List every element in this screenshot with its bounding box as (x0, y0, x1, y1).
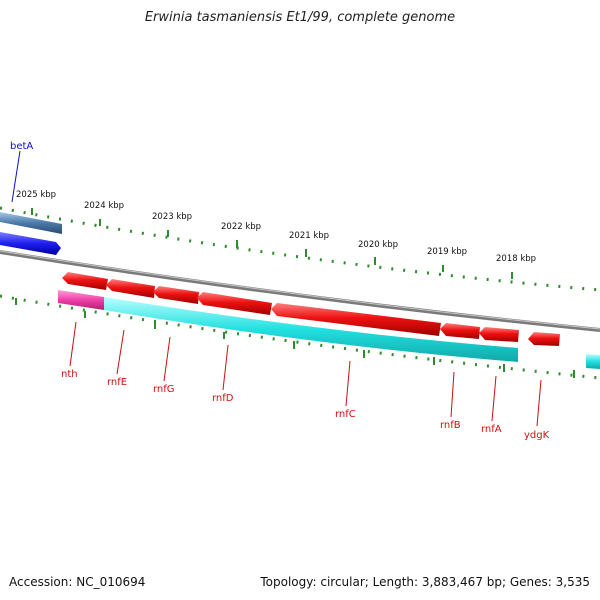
scale-label: 2024 kbp (84, 201, 124, 211)
scale-label: 2018 kbp (496, 254, 536, 264)
forward-gene-steel (0, 212, 62, 234)
gene-rnfD (197, 292, 272, 315)
gene-label-betA: betA (10, 141, 33, 152)
cds-band-cyan (104, 297, 518, 362)
gene-label-rnfC: rnfC (335, 409, 356, 420)
gene-nth (62, 272, 108, 290)
gene-rnfB (440, 323, 480, 339)
gene-label-rnfD: rnfD (212, 393, 234, 404)
outer-major-ticks (31, 208, 513, 279)
scale-label: 2025 kbp (16, 190, 56, 200)
gene-label-ydgK: ydgK (524, 430, 550, 441)
forward-gene-blue (0, 232, 61, 255)
cds-band-cyan-right (586, 354, 600, 369)
reverse-genes (62, 272, 560, 346)
label-leaders (11, 150, 542, 427)
gene-rnfA (479, 327, 519, 342)
gene-label-rnfE: rnfE (107, 377, 127, 388)
scale-label: 2020 kbp (358, 240, 398, 250)
scale-label: 2023 kbp (152, 212, 192, 222)
gene-rnfE (106, 279, 155, 298)
gene-label-rnfA: rnfA (481, 424, 502, 435)
map-title: Erwinia tasmaniensis Et1/99, complete ge… (144, 10, 456, 25)
cds-band-pink (58, 290, 104, 310)
accession-text: Accession: NC_010694 (9, 575, 146, 589)
gene-rnfC (271, 303, 441, 336)
inner-major-ticks (15, 298, 575, 378)
outer-tick-ring (0, 206, 600, 292)
gene-label-nth: nth (61, 369, 78, 380)
scale-label: 2019 kbp (427, 247, 467, 257)
genome-summary-text: Topology: circular; Length: 3,883,467 bp… (260, 575, 590, 589)
scale-label: 2021 kbp (289, 231, 329, 241)
scale-label: 2022 kbp (221, 222, 261, 232)
gene-rnfG (153, 286, 199, 304)
inner-tick-ring (0, 294, 600, 380)
gene-ydgK (528, 332, 560, 346)
gene-label-rnfB: rnfB (440, 420, 461, 431)
genome-backbone (0, 250, 600, 332)
gene-label-rnfG: rnfG (153, 384, 175, 395)
